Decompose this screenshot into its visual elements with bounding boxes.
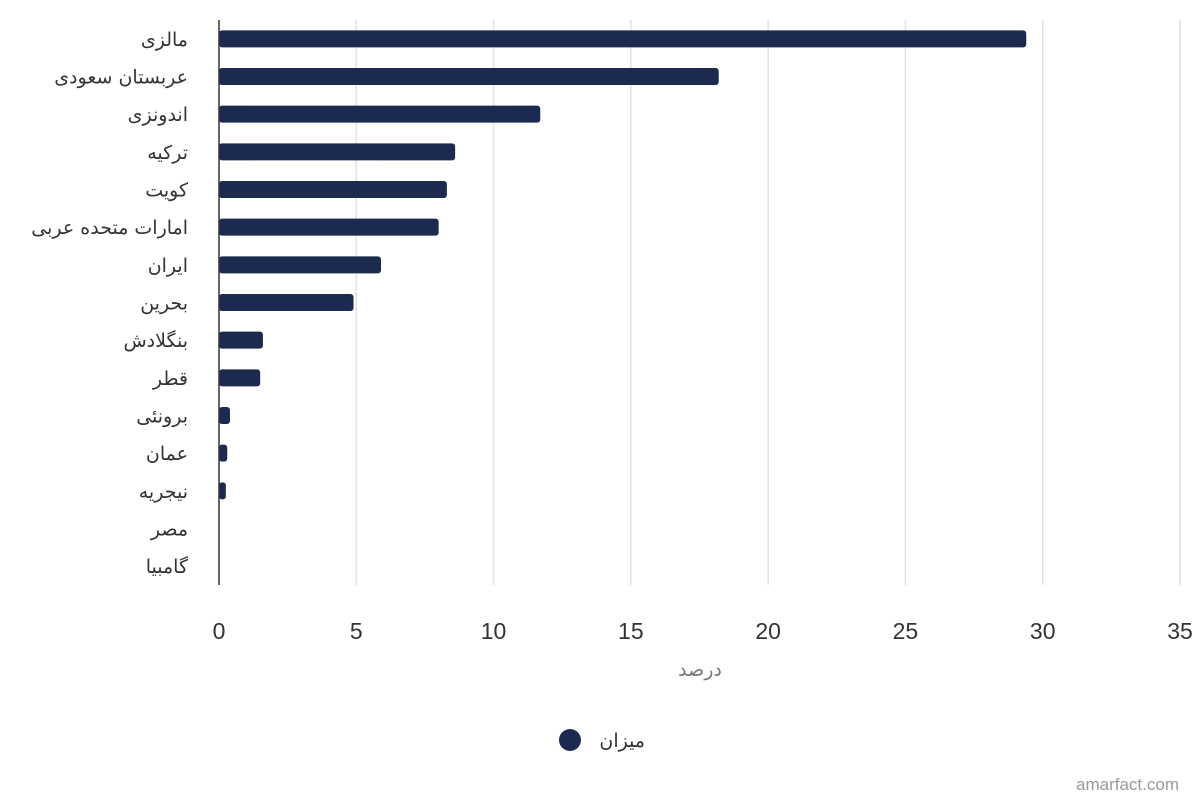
x-tick-label: 35 bbox=[1167, 618, 1193, 644]
x-tick-label: 20 bbox=[755, 618, 781, 644]
x-axis-title: درصد bbox=[678, 659, 722, 681]
category-label: اندونزی bbox=[128, 104, 188, 126]
x-tick-label: 25 bbox=[893, 618, 919, 644]
category-label: قطر bbox=[152, 368, 188, 390]
category-label: نیجریه bbox=[139, 481, 188, 503]
category-label: بنگلادش bbox=[123, 329, 188, 352]
x-tick-label: 10 bbox=[481, 618, 507, 644]
category-label: ایران bbox=[148, 255, 188, 277]
x-tick-label: 0 bbox=[213, 618, 226, 644]
category-label: کویت bbox=[145, 180, 189, 202]
category-label: عربستان سعودی bbox=[54, 67, 188, 89]
category-label: مصر bbox=[150, 519, 188, 541]
category-label: امارات متحده عربی bbox=[31, 217, 188, 239]
gridlines bbox=[355, 20, 1181, 585]
x-tick-label: 15 bbox=[618, 618, 644, 644]
bar[interactable] bbox=[219, 143, 456, 161]
category-label: مالزی bbox=[141, 29, 188, 51]
category-label: گامبیا bbox=[146, 555, 189, 578]
bar[interactable] bbox=[219, 482, 226, 500]
x-tick-label: 30 bbox=[1030, 618, 1056, 644]
category-label: عمان bbox=[146, 443, 188, 465]
bar[interactable] bbox=[219, 68, 719, 85]
legend[interactable]: میزان bbox=[559, 729, 645, 752]
bar[interactable] bbox=[219, 407, 230, 424]
credit-text: amarfact.com bbox=[1076, 775, 1179, 794]
bar[interactable] bbox=[219, 331, 263, 349]
bar[interactable] bbox=[219, 369, 261, 387]
x-tick-labels: 0 5 10 15 20 25 30 35 bbox=[213, 618, 1193, 644]
bar[interactable] bbox=[219, 256, 381, 274]
category-label: برونئی bbox=[136, 406, 188, 428]
bar[interactable] bbox=[219, 218, 439, 236]
x-tick-label: 5 bbox=[350, 618, 363, 644]
bar[interactable] bbox=[219, 30, 1027, 48]
category-label: بحرین bbox=[140, 293, 188, 315]
bar[interactable] bbox=[219, 444, 228, 462]
bars bbox=[219, 30, 1027, 500]
legend-marker bbox=[559, 729, 581, 751]
bar[interactable] bbox=[219, 105, 541, 123]
category-label: ترکیه bbox=[147, 142, 188, 164]
bar[interactable] bbox=[219, 294, 354, 311]
legend-label: میزان bbox=[599, 730, 645, 752]
bar[interactable] bbox=[219, 181, 447, 198]
category-labels: مالزی عربستان سعودی اندونزی ترکیه کویت امارات… bbox=[31, 29, 189, 578]
